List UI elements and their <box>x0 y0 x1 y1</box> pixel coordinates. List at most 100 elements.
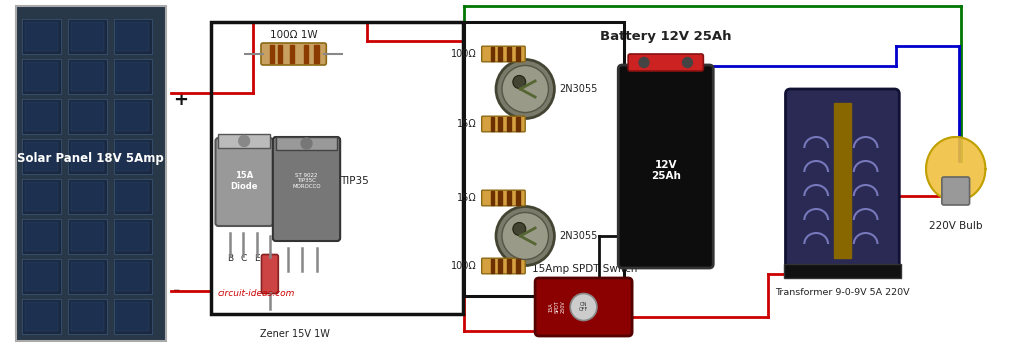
Text: 12V
25Ah: 12V 25Ah <box>651 160 681 181</box>
Text: 15A
SPDT
250V: 15A SPDT 250V <box>549 301 565 313</box>
FancyBboxPatch shape <box>15 6 166 341</box>
Text: 15Ω: 15Ω <box>457 193 477 203</box>
FancyBboxPatch shape <box>117 22 150 51</box>
FancyBboxPatch shape <box>117 62 150 91</box>
Text: -: - <box>173 282 180 300</box>
FancyBboxPatch shape <box>117 302 150 331</box>
Text: C: C <box>240 254 247 263</box>
Circle shape <box>639 57 649 67</box>
FancyBboxPatch shape <box>26 302 58 331</box>
FancyBboxPatch shape <box>23 259 61 294</box>
FancyBboxPatch shape <box>23 179 61 214</box>
FancyBboxPatch shape <box>68 99 106 134</box>
FancyBboxPatch shape <box>26 182 58 211</box>
Bar <box>498 259 502 273</box>
Bar <box>278 45 283 63</box>
Bar <box>516 47 520 61</box>
Bar <box>490 191 495 205</box>
FancyBboxPatch shape <box>114 19 153 54</box>
FancyBboxPatch shape <box>68 299 106 334</box>
FancyBboxPatch shape <box>23 219 61 254</box>
FancyBboxPatch shape <box>26 22 58 51</box>
Bar <box>303 45 308 63</box>
FancyBboxPatch shape <box>275 137 337 150</box>
Text: E: E <box>254 254 260 263</box>
Circle shape <box>513 222 525 236</box>
FancyBboxPatch shape <box>218 134 270 148</box>
FancyBboxPatch shape <box>71 262 103 291</box>
FancyBboxPatch shape <box>481 190 525 206</box>
FancyBboxPatch shape <box>618 65 714 268</box>
Polygon shape <box>926 137 985 201</box>
Text: B: B <box>227 254 233 263</box>
FancyBboxPatch shape <box>536 278 632 336</box>
FancyBboxPatch shape <box>114 179 153 214</box>
FancyBboxPatch shape <box>261 43 327 65</box>
FancyBboxPatch shape <box>481 46 525 62</box>
FancyBboxPatch shape <box>117 142 150 171</box>
Bar <box>290 45 294 63</box>
FancyBboxPatch shape <box>23 139 61 174</box>
FancyBboxPatch shape <box>68 139 106 174</box>
FancyBboxPatch shape <box>117 102 150 131</box>
Bar <box>498 191 502 205</box>
Text: 2N3055: 2N3055 <box>559 84 597 94</box>
FancyBboxPatch shape <box>68 59 106 94</box>
Text: Transformer 9-0-9V 5A 220V: Transformer 9-0-9V 5A 220V <box>775 288 909 297</box>
FancyBboxPatch shape <box>114 259 153 294</box>
FancyBboxPatch shape <box>117 222 150 251</box>
FancyBboxPatch shape <box>71 102 103 131</box>
Circle shape <box>513 75 525 89</box>
Bar <box>508 47 511 61</box>
FancyBboxPatch shape <box>117 182 150 211</box>
FancyBboxPatch shape <box>68 219 106 254</box>
Text: 15A
Diode: 15A Diode <box>230 171 258 191</box>
FancyBboxPatch shape <box>23 299 61 334</box>
FancyBboxPatch shape <box>114 139 153 174</box>
Bar <box>834 103 851 258</box>
FancyBboxPatch shape <box>71 142 103 171</box>
FancyBboxPatch shape <box>23 59 61 94</box>
Bar <box>490 47 495 61</box>
FancyBboxPatch shape <box>942 177 970 205</box>
Circle shape <box>239 136 250 146</box>
FancyBboxPatch shape <box>272 137 340 241</box>
Text: 15Amp SPDT Switch: 15Amp SPDT Switch <box>531 264 637 274</box>
Bar <box>508 259 511 273</box>
FancyBboxPatch shape <box>23 19 61 54</box>
FancyBboxPatch shape <box>23 99 61 134</box>
Bar <box>516 117 520 131</box>
Bar <box>270 45 274 63</box>
FancyBboxPatch shape <box>215 138 272 226</box>
Text: 15Ω: 15Ω <box>457 119 477 129</box>
Text: +: + <box>173 91 187 109</box>
Bar <box>490 259 495 273</box>
Bar <box>490 117 495 131</box>
Bar <box>508 191 511 205</box>
Circle shape <box>570 293 597 320</box>
FancyBboxPatch shape <box>481 116 525 132</box>
Text: ST 9022
TIP35C
MOROCCO: ST 9022 TIP35C MOROCCO <box>292 173 321 189</box>
FancyBboxPatch shape <box>71 222 103 251</box>
Circle shape <box>502 65 549 112</box>
Circle shape <box>496 60 554 118</box>
FancyBboxPatch shape <box>785 89 899 271</box>
Bar <box>498 117 502 131</box>
FancyBboxPatch shape <box>68 19 106 54</box>
Text: Battery 12V 25Ah: Battery 12V 25Ah <box>600 30 731 44</box>
FancyBboxPatch shape <box>114 219 153 254</box>
Text: Zener 15V 1W: Zener 15V 1W <box>260 329 330 339</box>
Bar <box>508 117 511 131</box>
Bar <box>314 45 318 63</box>
Text: ON
OFF: ON OFF <box>579 302 588 312</box>
Circle shape <box>496 207 554 265</box>
FancyBboxPatch shape <box>114 99 153 134</box>
Circle shape <box>502 212 549 260</box>
Bar <box>516 191 520 205</box>
FancyBboxPatch shape <box>26 222 58 251</box>
FancyBboxPatch shape <box>68 259 106 294</box>
FancyBboxPatch shape <box>71 22 103 51</box>
Text: 100Ω 1W: 100Ω 1W <box>270 30 317 40</box>
Circle shape <box>683 57 692 67</box>
FancyBboxPatch shape <box>71 182 103 211</box>
